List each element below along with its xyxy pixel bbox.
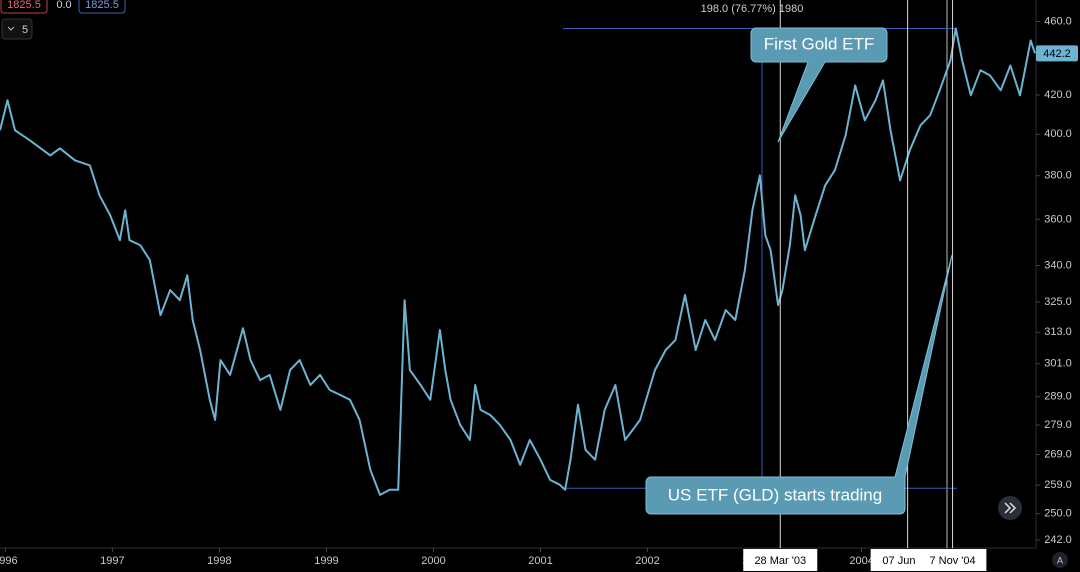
sell-button[interactable] [0, 0, 48, 14]
measure-label: 198.0 (76.77%) 1980 [701, 3, 804, 15]
event-label-box [918, 549, 987, 571]
y-tick-label: 301.0 [1044, 358, 1072, 370]
y-tick-label: 325.0 [1044, 296, 1072, 308]
x-tick-label: 2001 [528, 555, 552, 567]
sell-price: 1825.5 [7, 0, 41, 11]
y-tick-label: 250.0 [1044, 508, 1072, 520]
y-tick-label: 360.0 [1044, 213, 1072, 225]
y-tick-label: 279.0 [1044, 419, 1072, 431]
x-tick-label: 1996 [0, 555, 18, 567]
auto-scale-button[interactable] [1052, 552, 1068, 568]
spread: 0.0 [56, 0, 71, 11]
last-price-label: 442.2 [1043, 48, 1071, 60]
callout-text: US ETF (GLD) starts trading [668, 485, 882, 504]
scroll-icon [1004, 502, 1017, 514]
x-tick-label: 2000 [421, 555, 445, 567]
y-tick-label: 269.0 [1044, 448, 1072, 460]
buy-price: 1825.5 [85, 0, 119, 11]
y-tick-label: 460.0 [1044, 15, 1072, 27]
auto-scale-label: A [1057, 555, 1063, 565]
y-tick-label: 380.0 [1044, 170, 1072, 182]
x-tick-label: 1997 [100, 555, 124, 567]
x-tick-label: 2002 [635, 555, 659, 567]
callout-box [645, 254, 953, 515]
event-label: 28 Mar '03 [754, 555, 806, 567]
x-tick-label: 1998 [207, 555, 231, 567]
price-line [0, 27, 1036, 496]
y-tick-label: 340.0 [1044, 259, 1072, 271]
callout-box [750, 27, 888, 143]
y-tick-label: 400.0 [1044, 128, 1072, 140]
x-tick-label: 1999 [314, 555, 338, 567]
interval: 5 [22, 24, 28, 36]
x-tick-label: 2004 [849, 555, 873, 567]
buy-button[interactable] [78, 0, 126, 14]
event-label-box [743, 549, 818, 571]
interval-button[interactable] [1, 18, 33, 40]
y-tick-label: 259.0 [1044, 479, 1072, 491]
y-tick-label: 289.0 [1044, 391, 1072, 403]
chevron-icon [7, 26, 15, 31]
last-price-box [1036, 45, 1078, 62]
y-tick-label: 420.0 [1044, 89, 1072, 101]
event-label: 7 Nov '04 [930, 555, 976, 567]
callout-text: First Gold ETF [764, 34, 875, 53]
y-tick-label: 242.0 [1044, 534, 1072, 546]
y-tick-label: 313.0 [1044, 326, 1072, 338]
